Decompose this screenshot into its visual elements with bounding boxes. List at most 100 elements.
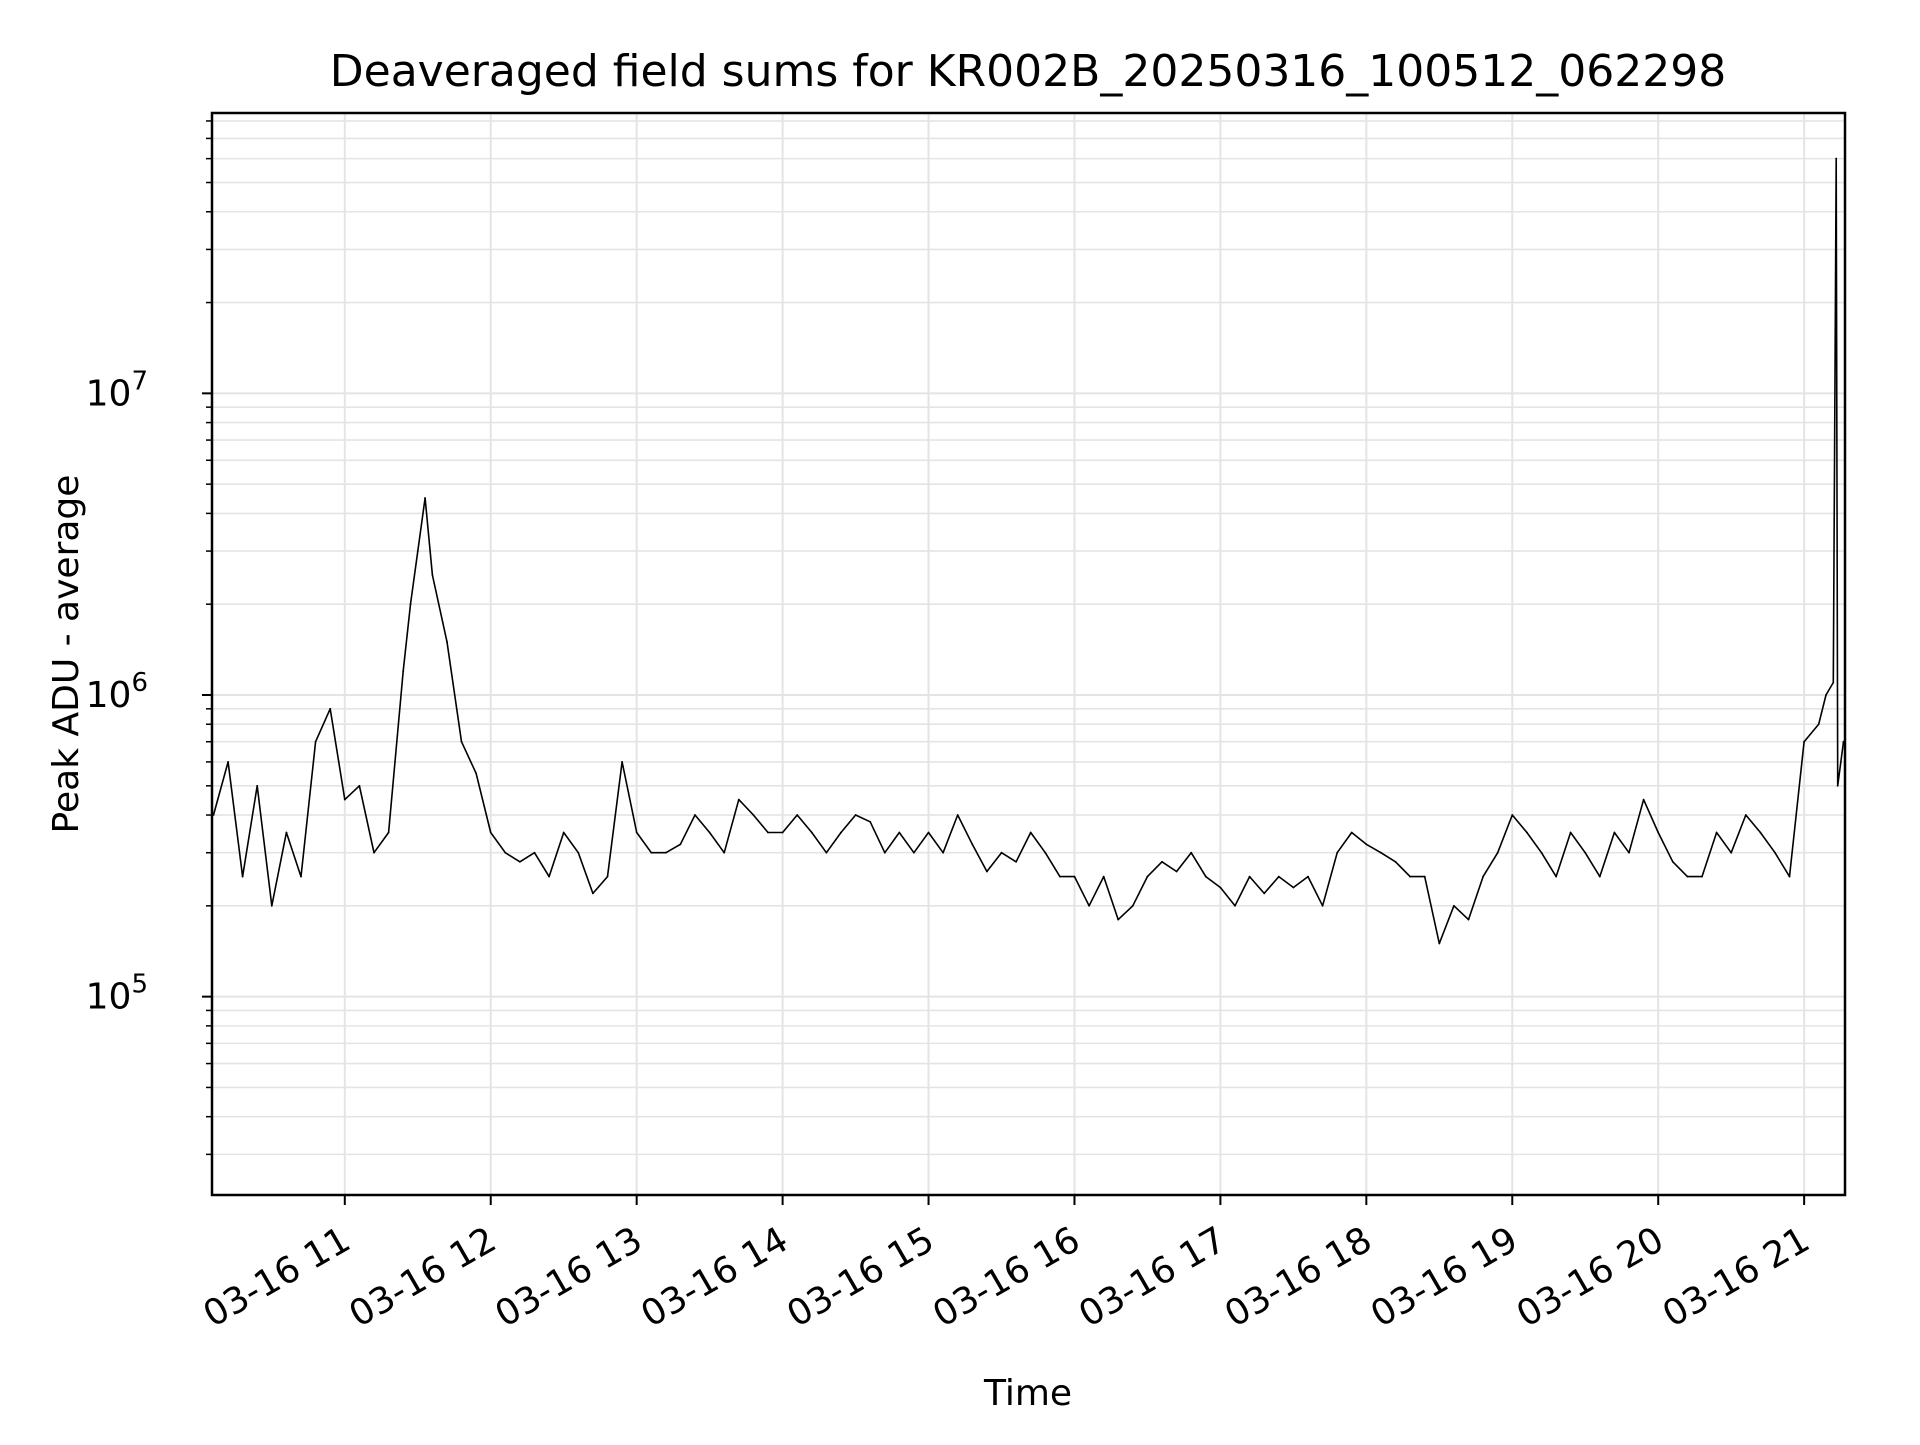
data-point	[592, 892, 594, 895]
data-point	[1657, 831, 1660, 834]
plot-frame	[210, 111, 1847, 1197]
data-point	[1073, 875, 1076, 878]
y-axis-label: Peak ADU - average	[46, 475, 87, 834]
data-point	[1482, 875, 1484, 878]
data-point	[898, 831, 901, 834]
data-point	[387, 831, 390, 834]
data-point	[635, 831, 638, 834]
data-point	[927, 831, 930, 834]
data-point	[737, 798, 740, 801]
y-tick-label: 106	[86, 668, 148, 716]
data-point	[1825, 694, 1827, 696]
data-point	[1350, 831, 1353, 834]
data-point	[548, 875, 550, 878]
data-point	[1453, 904, 1455, 907]
data-point	[409, 603, 412, 606]
data-point	[285, 831, 288, 834]
data-point	[227, 761, 230, 763]
data-point	[1438, 942, 1441, 945]
data-point	[1832, 681, 1835, 684]
data-point	[1292, 886, 1295, 889]
data-point	[971, 843, 974, 846]
grid	[212, 113, 1845, 1195]
data-point	[1715, 831, 1718, 834]
data-point	[475, 772, 477, 775]
data-point	[241, 875, 244, 878]
data-point	[1671, 860, 1674, 863]
data-point	[1423, 875, 1426, 878]
data-point	[1613, 831, 1616, 834]
data-point	[1496, 851, 1499, 854]
data-point	[1628, 851, 1630, 854]
data-point	[577, 851, 580, 854]
data-point	[256, 784, 259, 787]
chart-title: Deaveraged field sums for KR002B_2025031…	[330, 46, 1726, 97]
data-point	[1730, 851, 1733, 854]
data-point	[1102, 875, 1105, 878]
data-point	[1569, 831, 1572, 834]
data-point	[679, 843, 682, 846]
data-point	[665, 851, 667, 854]
data-point	[606, 875, 609, 878]
data-point	[358, 784, 361, 787]
data-point	[519, 860, 521, 863]
data-series-line	[212, 157, 1845, 945]
data-point	[708, 831, 711, 834]
data-point	[1394, 860, 1397, 863]
data-point	[796, 814, 799, 816]
data-point	[1836, 784, 1839, 787]
data-point	[825, 851, 828, 854]
data-point	[621, 761, 623, 763]
data-point	[1803, 740, 1805, 743]
data-point	[1175, 870, 1178, 873]
data-point	[1015, 860, 1017, 863]
data-point	[956, 814, 959, 816]
data-point	[854, 814, 857, 816]
data-point	[650, 851, 653, 854]
data-point	[1686, 875, 1689, 878]
data-point	[1584, 851, 1587, 854]
data-point	[1526, 831, 1528, 834]
data-point	[1146, 875, 1149, 878]
data-point	[300, 875, 302, 878]
data-point	[1774, 851, 1776, 854]
data-point	[329, 707, 332, 710]
data-point	[416, 550, 419, 552]
data-point	[1759, 831, 1762, 834]
y-tick-label: 107	[86, 366, 148, 414]
data-point	[1059, 875, 1061, 878]
data-point	[1540, 851, 1543, 854]
data-point	[1835, 157, 1838, 160]
data-point	[1117, 918, 1120, 921]
data-point	[373, 851, 375, 854]
data-point	[1788, 875, 1791, 878]
data-point	[1088, 904, 1090, 907]
data-point	[504, 851, 507, 854]
data-point	[752, 814, 755, 816]
data-point	[1817, 723, 1820, 726]
data-point	[1219, 886, 1222, 889]
data-point	[562, 831, 565, 834]
data-point	[1029, 831, 1032, 834]
data-point	[1000, 851, 1003, 854]
data-point	[1511, 814, 1514, 816]
data-point	[986, 870, 988, 873]
data-point	[489, 831, 492, 834]
data-point	[942, 851, 944, 854]
data-point	[1321, 904, 1324, 907]
data-point	[1380, 851, 1382, 854]
data-point	[1307, 875, 1309, 878]
data-point	[1131, 904, 1134, 907]
data-point	[1744, 814, 1747, 816]
data-point	[343, 798, 346, 801]
data-point	[1409, 875, 1411, 878]
data-point	[1044, 851, 1047, 854]
data-point	[694, 814, 696, 816]
series-group	[212, 157, 1845, 945]
data-point	[767, 831, 769, 834]
data-point	[781, 831, 784, 834]
data-point	[810, 831, 813, 834]
data-point	[1248, 875, 1251, 878]
